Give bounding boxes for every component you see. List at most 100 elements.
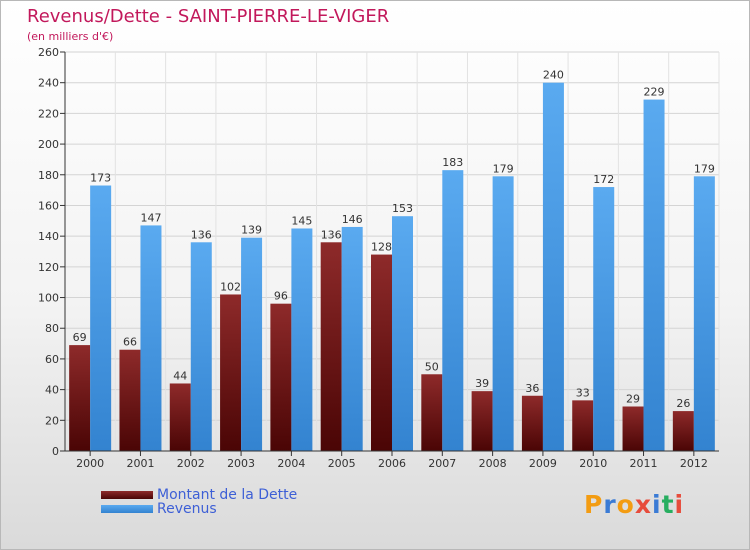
x-tick-label: 2001	[126, 457, 154, 470]
bar-dette	[572, 400, 594, 451]
data-label-dette: 39	[475, 377, 489, 390]
x-tick-label: 2009	[529, 457, 557, 470]
chart-title: Revenus/Dette - SAINT-PIERRE-LE-VIGER	[27, 6, 390, 27]
y-tick-label: 200	[38, 138, 59, 151]
logo-letter: r	[603, 490, 617, 519]
data-label-revenus: 179	[694, 162, 715, 175]
y-tick-label: 240	[38, 77, 59, 90]
bar-revenus	[542, 82, 564, 451]
y-tick-label: 260	[38, 46, 59, 59]
y-tick-label: 120	[38, 261, 59, 274]
bar-revenus	[643, 99, 665, 452]
data-label-dette: 44	[173, 369, 187, 382]
y-tick-label: 180	[38, 169, 59, 182]
bar-revenus	[593, 187, 615, 452]
x-tick-label: 2010	[579, 457, 607, 470]
y-tick-label: 140	[38, 230, 59, 243]
legend-label-revenus: Revenus	[157, 501, 217, 517]
data-label-revenus: 183	[442, 156, 463, 169]
data-label-revenus: 173	[90, 172, 111, 185]
bar-dette	[320, 242, 342, 451]
chart-subtitle: (en milliers d'€)	[27, 30, 114, 43]
bar-revenus	[392, 216, 413, 451]
bar-dette	[119, 349, 141, 451]
bar-revenus	[492, 176, 514, 452]
data-label-dette: 69	[73, 331, 87, 344]
data-label-revenus: 146	[342, 213, 363, 226]
data-label-revenus: 229	[644, 86, 665, 99]
data-label-dette: 36	[525, 382, 539, 395]
bars	[69, 82, 715, 452]
data-label-dette: 136	[321, 228, 342, 241]
logo-letter: P	[584, 490, 604, 519]
data-label-dette: 29	[626, 392, 640, 405]
y-tick-label: 20	[45, 414, 59, 427]
value-labels: 6917366147441361021399614513614612815350…	[73, 69, 715, 410]
bar-revenus	[693, 176, 715, 452]
bar-revenus	[140, 225, 162, 451]
data-label-revenus: 139	[241, 224, 262, 237]
y-tick-label: 40	[45, 384, 59, 397]
legend-label-dette: Montant de la Dette	[157, 487, 298, 503]
data-label-revenus: 179	[493, 162, 514, 175]
bar-dette	[169, 383, 191, 451]
logo-letter: o	[616, 490, 635, 519]
data-label-dette: 128	[371, 241, 392, 254]
data-label-dette: 26	[676, 397, 690, 410]
logo-letter: t	[661, 490, 675, 519]
data-label-dette: 50	[425, 360, 439, 373]
y-tick-label: 160	[38, 199, 59, 212]
bar-dette	[69, 345, 91, 451]
bar-dette	[471, 391, 493, 451]
data-label-dette: 96	[274, 290, 288, 303]
bar-dette	[672, 411, 694, 451]
x-tick-label: 2005	[328, 457, 356, 470]
x-tick-label: 2008	[479, 457, 507, 470]
x-tick-label: 2011	[630, 457, 658, 470]
y-tick-label: 0	[52, 445, 59, 458]
bar-dette	[421, 374, 443, 451]
bar-dette	[270, 303, 292, 451]
bar-revenus	[190, 242, 212, 451]
bar-revenus	[442, 170, 464, 451]
legend-swatch-revenus	[101, 505, 153, 513]
bar-dette	[622, 406, 644, 451]
x-tick-label: 2007	[428, 457, 456, 470]
legend-item-dette: Montant de la Dette	[101, 487, 297, 503]
y-tick-label: 220	[38, 107, 59, 120]
bar-dette	[521, 395, 543, 451]
x-tick-label: 2000	[76, 457, 104, 470]
bar-revenus	[291, 228, 313, 451]
axes: 0 20 40 60 80 100 120 140 160 180 200 220 240 260 2000…	[38, 46, 719, 470]
bar-dette	[220, 294, 242, 451]
bar-dette	[371, 254, 392, 451]
data-label-dette: 102	[220, 280, 241, 293]
logo-letter: x	[634, 490, 652, 519]
y-tick-label: 80	[45, 322, 59, 335]
data-label-dette: 33	[576, 386, 590, 399]
x-tick-label: 2002	[177, 457, 205, 470]
x-tick-label: 2012	[680, 457, 708, 470]
x-tick-label: 2006	[378, 457, 406, 470]
data-label-revenus: 172	[593, 173, 614, 186]
logo-letter: i	[674, 490, 685, 519]
data-label-revenus: 136	[191, 228, 212, 241]
legend-swatch-dette	[101, 491, 153, 499]
proxiti-logo: Proxiti	[584, 490, 684, 519]
legend-item-revenus: Revenus	[101, 501, 217, 517]
x-tick-label: 2003	[227, 457, 255, 470]
data-label-revenus: 145	[291, 214, 312, 227]
data-label-revenus: 153	[392, 202, 413, 215]
y-tick-label: 60	[45, 353, 59, 366]
data-label-revenus: 147	[140, 211, 161, 224]
bar-revenus	[341, 226, 363, 451]
bar-revenus	[90, 185, 112, 451]
y-tick-label: 100	[38, 292, 59, 305]
bar-revenus	[241, 237, 263, 451]
data-label-dette: 66	[123, 336, 137, 349]
data-label-revenus: 240	[543, 69, 564, 82]
logo-letter: i	[652, 490, 662, 519]
x-tick-label: 2004	[277, 457, 305, 470]
